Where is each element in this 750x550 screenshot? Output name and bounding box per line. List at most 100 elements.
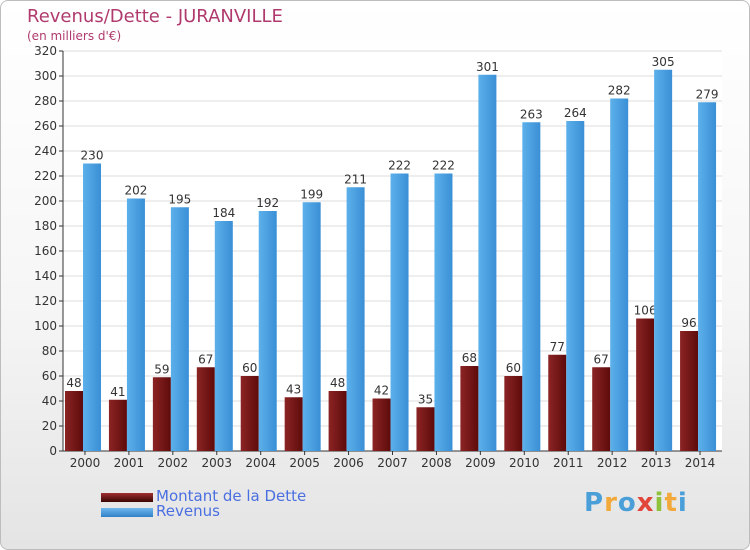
bar-dette	[284, 397, 303, 451]
bar-revenus	[478, 74, 497, 451]
data-label-dette: 43	[286, 382, 301, 396]
y-tick-label: 260	[34, 119, 57, 133]
bar-revenus	[390, 173, 409, 451]
bar-revenus	[654, 69, 673, 451]
bar-revenus	[126, 198, 145, 451]
data-label-dette: 59	[154, 362, 169, 376]
data-label-dette: 106	[634, 304, 657, 318]
data-label-revenus: 282	[608, 84, 631, 98]
x-tick-label: 2006	[333, 456, 364, 470]
data-label-dette: 96	[681, 316, 696, 330]
data-label-revenus: 199	[300, 187, 323, 201]
bar-revenus	[302, 202, 321, 451]
bar-dette	[240, 376, 259, 451]
bar-revenus	[522, 122, 541, 451]
logo-letter: r	[604, 488, 618, 518]
x-tick-label: 2011	[553, 456, 584, 470]
data-label-revenus: 264	[564, 106, 587, 120]
x-tick-label: 2008	[421, 456, 452, 470]
bar-revenus	[566, 121, 585, 451]
data-label-dette: 41	[110, 385, 125, 399]
x-tick-label: 2014	[685, 456, 716, 470]
y-tick-label: 220	[34, 169, 57, 183]
bar-dette	[680, 331, 699, 451]
bar-dette	[460, 366, 479, 451]
legend-label-dette: Montant de la Dette	[156, 487, 307, 505]
bar-dette	[152, 377, 171, 451]
logo-letter: P	[584, 488, 605, 518]
x-tick-label: 2009	[465, 456, 496, 470]
x-tick-label: 2007	[377, 456, 408, 470]
y-tick-label: 40	[42, 394, 57, 408]
y-tick-label: 180	[34, 219, 57, 233]
data-label-revenus: 195	[168, 192, 191, 206]
y-tick-label: 100	[34, 319, 57, 333]
bar-revenus	[170, 207, 189, 451]
data-label-revenus: 263	[520, 107, 543, 121]
bar-revenus	[214, 221, 233, 451]
y-tick-label: 200	[34, 194, 57, 208]
legend-label-revenus: Revenus	[156, 502, 220, 520]
bar-dette	[416, 407, 435, 451]
bar-dette	[504, 376, 523, 451]
chart-title: Revenus/Dette - JURANVILLE	[27, 6, 283, 27]
data-label-revenus: 184	[212, 206, 235, 220]
data-label-revenus: 230	[81, 149, 104, 163]
data-label-dette: 68	[462, 351, 477, 365]
bar-dette	[65, 391, 83, 451]
data-label-dette: 67	[198, 352, 213, 366]
data-label-dette: 60	[242, 361, 257, 375]
logo-letter: t	[664, 488, 678, 518]
bar-revenus	[698, 102, 717, 451]
y-tick-label: 160	[34, 244, 57, 258]
logo-letter: o	[617, 488, 637, 518]
bar-dette	[592, 367, 611, 451]
x-tick-label: 2000	[70, 456, 101, 470]
y-tick-label: 0	[49, 444, 57, 458]
x-tick-label: 2005	[289, 456, 320, 470]
bar-revenus	[258, 211, 277, 451]
bar-dette	[636, 318, 655, 451]
data-label-revenus: 279	[696, 87, 719, 101]
x-tick-label: 2003	[201, 456, 232, 470]
y-tick-label: 140	[34, 269, 57, 283]
data-label-revenus: 222	[432, 159, 455, 173]
chart-subtitle: (en milliers d'€)	[27, 29, 122, 43]
y-tick-label: 60	[42, 369, 57, 383]
data-label-revenus: 222	[388, 159, 411, 173]
x-tick-label: 2013	[641, 456, 672, 470]
logo-letter: i	[654, 488, 665, 518]
y-tick-label: 120	[34, 294, 57, 308]
data-label-dette: 67	[594, 352, 609, 366]
legend-swatch-dette	[101, 493, 153, 502]
bar-dette	[108, 399, 127, 451]
bar-dette	[196, 367, 215, 451]
data-label-revenus: 192	[256, 196, 279, 210]
bar-revenus	[346, 187, 365, 451]
y-tick-label: 20	[42, 419, 57, 433]
data-label-revenus: 211	[344, 172, 367, 186]
bar-revenus	[610, 98, 629, 451]
data-label-dette: 48	[66, 376, 81, 390]
bar-dette	[548, 354, 567, 451]
bar-revenus	[83, 163, 101, 451]
bar-dette	[328, 391, 347, 451]
y-tick-label: 80	[42, 344, 57, 358]
data-label-dette: 42	[374, 384, 389, 398]
bar-dette	[372, 398, 391, 451]
x-tick-label: 2002	[158, 456, 189, 470]
x-tick-label: 2004	[245, 456, 276, 470]
y-tick-label: 320	[34, 44, 57, 58]
legend-swatch-revenus	[101, 508, 153, 517]
x-tick-label: 2001	[114, 456, 145, 470]
x-tick-label: 2010	[509, 456, 540, 470]
y-tick-label: 240	[34, 144, 57, 158]
proxiti-logo: Proxiti	[584, 488, 688, 518]
data-label-dette: 48	[330, 376, 345, 390]
data-label-revenus: 301	[476, 60, 499, 74]
x-tick-label: 2012	[597, 456, 628, 470]
data-label-revenus: 305	[652, 55, 675, 69]
bar-revenus	[434, 173, 453, 451]
